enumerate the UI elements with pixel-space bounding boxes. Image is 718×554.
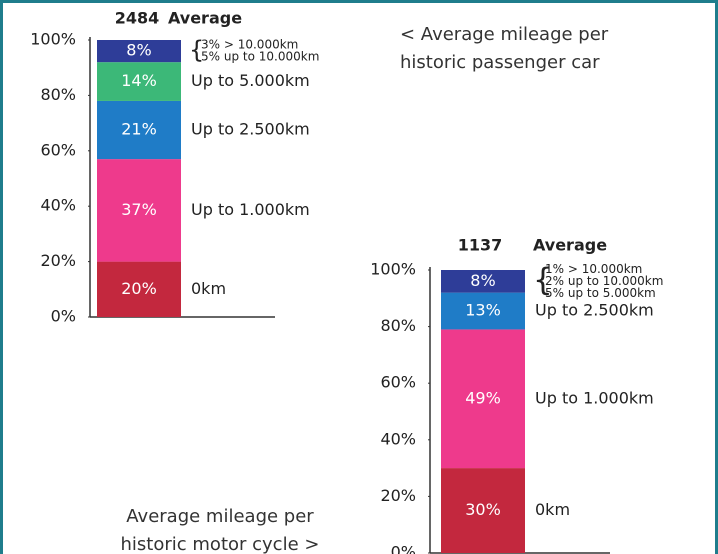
segment-name: Up to 2.500km <box>535 301 654 320</box>
segment-name: Up to 1.000km <box>191 200 310 219</box>
data-label: 13% <box>465 301 501 320</box>
data-label: 14% <box>121 71 157 90</box>
breakdown-label: 2% up to 10.000km <box>545 274 663 288</box>
segment-name: Up to 2.500km <box>191 120 310 139</box>
bar-segment <box>97 261 181 317</box>
y-tick-label: 100% <box>30 30 76 49</box>
y-tick-label: 40% <box>380 429 416 448</box>
y-tick-label: 60% <box>40 140 76 159</box>
chart-subtitle: Average <box>168 9 242 28</box>
segment-name: 0km <box>535 500 570 519</box>
data-label: 20% <box>121 279 157 298</box>
breakdown-label: 5% up to 5.000km <box>545 286 656 300</box>
annotation: < Average mileage per <box>400 24 609 45</box>
annotation: historic passenger car <box>400 52 600 73</box>
y-tick-label: 40% <box>40 196 76 215</box>
bar-segment <box>97 62 181 101</box>
bar-segment <box>441 468 525 553</box>
bar-segment <box>441 270 525 293</box>
y-tick-label: 80% <box>40 85 76 104</box>
bar-segment <box>97 40 181 63</box>
chart-subtitle: Average <box>533 236 607 255</box>
y-tick-label: 20% <box>40 251 76 270</box>
segment-name: 0km <box>191 279 226 298</box>
data-label: 37% <box>121 200 157 219</box>
data-label: 8% <box>126 41 151 60</box>
bar-segment <box>97 159 181 262</box>
chart-title: 1137 <box>458 236 503 255</box>
annotation: Average mileage per <box>126 506 314 527</box>
brace: { <box>189 36 204 64</box>
y-tick-label: 80% <box>380 316 416 335</box>
bar-segment <box>441 329 525 469</box>
breakdown-label: 5% up to 10.000km <box>201 50 319 64</box>
y-tick-label: 0% <box>51 307 76 326</box>
y-tick-label: 60% <box>380 373 416 392</box>
breakdown-label: 3% > 10.000km <box>201 38 298 52</box>
bar-segment <box>441 292 525 330</box>
annotation: historic motor cycle > <box>121 534 320 554</box>
data-label: 8% <box>470 271 495 290</box>
data-label: 21% <box>121 120 157 139</box>
y-tick-label: 0% <box>391 543 416 554</box>
data-label: 49% <box>465 388 501 407</box>
brace: { <box>533 262 553 298</box>
segment-name: Up to 5.000km <box>191 71 310 90</box>
chart-title: 2484 <box>115 9 160 28</box>
segment-name: Up to 1.000km <box>535 388 654 407</box>
breakdown-label: 1% > 10.000km <box>545 262 642 276</box>
data-label: 30% <box>465 500 501 519</box>
y-tick-label: 20% <box>380 486 416 505</box>
y-tick-label: 100% <box>370 260 416 279</box>
bar-segment <box>97 100 181 160</box>
